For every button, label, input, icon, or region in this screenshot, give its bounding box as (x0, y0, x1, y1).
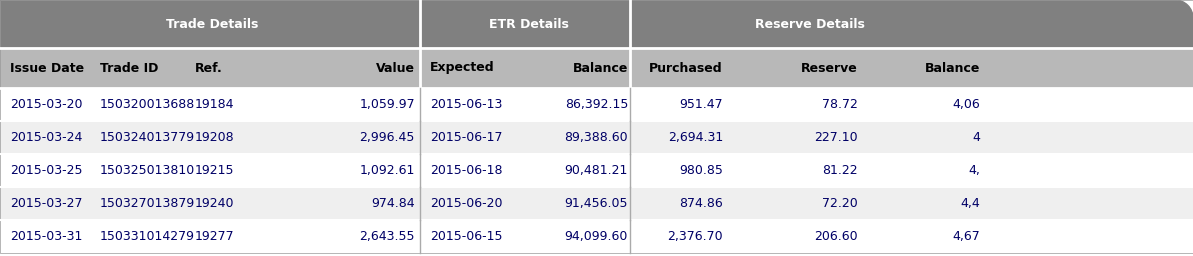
Bar (0, 154, 1193, 187)
Text: Purchased: Purchased (649, 61, 723, 74)
Text: 150324013779: 150324013779 (100, 131, 196, 144)
Text: 980.85: 980.85 (679, 164, 723, 177)
Text: 2015-06-18: 2015-06-18 (429, 164, 502, 177)
Text: 90,481.21: 90,481.21 (564, 164, 628, 177)
Text: 19184: 19184 (194, 98, 235, 111)
Bar (0, 121, 1193, 154)
Text: 72.20: 72.20 (822, 197, 858, 210)
Text: 1,092.61: 1,092.61 (359, 164, 415, 177)
Text: 1,059.97: 1,059.97 (359, 98, 415, 111)
Text: 2,643.55: 2,643.55 (359, 230, 415, 243)
Text: Balance: Balance (925, 61, 979, 74)
Text: 2,376.70: 2,376.70 (667, 230, 723, 243)
Text: 19240: 19240 (194, 197, 235, 210)
Text: Expected: Expected (429, 61, 495, 74)
Text: 78.72: 78.72 (822, 98, 858, 111)
Text: 2015-03-27: 2015-03-27 (10, 197, 82, 210)
Bar (0, 187, 1193, 220)
Text: 4,4: 4,4 (960, 197, 979, 210)
Text: 94,099.60: 94,099.60 (564, 230, 628, 243)
Text: Balance: Balance (573, 61, 628, 74)
Bar (0, 88, 1193, 121)
Text: 227.10: 227.10 (815, 131, 858, 144)
Text: 874.86: 874.86 (679, 197, 723, 210)
Text: 2015-03-24: 2015-03-24 (10, 131, 82, 144)
Text: 4: 4 (972, 131, 979, 144)
Text: 2015-06-13: 2015-06-13 (429, 98, 502, 111)
Text: 91,456.05: 91,456.05 (564, 197, 628, 210)
Text: 2015-03-31: 2015-03-31 (10, 230, 82, 243)
Text: 974.84: 974.84 (371, 197, 415, 210)
Text: Trade Details: Trade Details (166, 17, 259, 30)
Text: 19277: 19277 (194, 230, 235, 243)
Text: 150325013810: 150325013810 (100, 164, 196, 177)
Text: 19208: 19208 (194, 131, 235, 144)
Text: 4,: 4, (969, 164, 979, 177)
Text: 89,388.60: 89,388.60 (564, 131, 628, 144)
Text: 2015-03-25: 2015-03-25 (10, 164, 82, 177)
Text: 2,694.31: 2,694.31 (668, 131, 723, 144)
Bar (1175, 0, 1193, 18)
Bar (0, 220, 1193, 253)
Text: 19215: 19215 (194, 164, 235, 177)
Bar (0, 48, 1193, 88)
Text: 951.47: 951.47 (679, 98, 723, 111)
Text: 86,392.15: 86,392.15 (564, 98, 628, 111)
Bar (0, 0, 1193, 48)
Text: ETR Details: ETR Details (489, 17, 569, 30)
Text: Value: Value (376, 61, 415, 74)
Text: 81.22: 81.22 (822, 164, 858, 177)
Text: 150331014279: 150331014279 (100, 230, 194, 243)
Text: Reserve Details: Reserve Details (755, 17, 865, 30)
Circle shape (1157, 0, 1193, 36)
Text: 4,67: 4,67 (952, 230, 979, 243)
Text: Issue Date: Issue Date (10, 61, 85, 74)
Text: 2,996.45: 2,996.45 (359, 131, 415, 144)
Text: 2015-06-17: 2015-06-17 (429, 131, 502, 144)
Text: 2015-03-20: 2015-03-20 (10, 98, 82, 111)
Text: Trade ID: Trade ID (100, 61, 159, 74)
Text: 2015-06-15: 2015-06-15 (429, 230, 502, 243)
Text: 150320013688: 150320013688 (100, 98, 196, 111)
Text: Reserve: Reserve (802, 61, 858, 74)
Text: 206.60: 206.60 (815, 230, 858, 243)
Text: Ref.: Ref. (194, 61, 223, 74)
Text: 150327013879: 150327013879 (100, 197, 196, 210)
Text: 4,06: 4,06 (952, 98, 979, 111)
Text: 2015-06-20: 2015-06-20 (429, 197, 502, 210)
